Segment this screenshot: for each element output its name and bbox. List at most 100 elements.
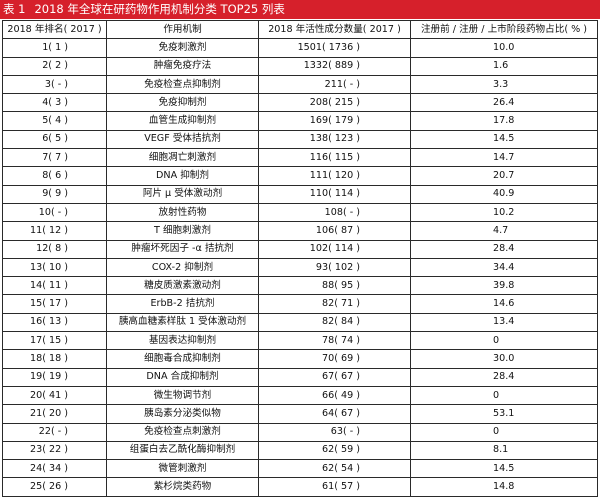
cell-count: 61( 57 ) xyxy=(258,477,411,497)
cell-mechanism: 糖皮质激素激动剂 xyxy=(106,276,259,296)
cell-count: 169( 179 ) xyxy=(258,111,411,131)
cell-mechanism: 肿瘤坏死因子 -α 拮抗剂 xyxy=(106,239,259,259)
cell-count: 111( 120 ) xyxy=(258,166,411,186)
cell-ratio: 3.3 xyxy=(410,74,598,95)
cell-rank: 2( 2 ) xyxy=(2,56,107,76)
cell-count: 62( 54 ) xyxy=(258,459,411,479)
cell-ratio: 0 xyxy=(410,385,598,406)
table-row: 22( - ) 免疫检查点刺激剂 63( - ) 0 xyxy=(2,422,598,442)
cell-mechanism: 血管生成抑制剂 xyxy=(106,111,259,131)
cell-ratio: 17.8 xyxy=(410,111,598,131)
table-row: 12( 8 ) 肿瘤坏死因子 -α 拮抗剂 102( 114 ) 28.4 xyxy=(2,239,598,259)
cell-ratio: 0 xyxy=(410,331,598,351)
cell-rank: 23( 22 ) xyxy=(2,440,107,461)
cell-rank: 3( - ) xyxy=(2,74,107,95)
cell-count: 93( 102 ) xyxy=(258,257,411,278)
cell-count: 116( 115 ) xyxy=(258,148,411,168)
cell-rank: 10( - ) xyxy=(2,202,107,223)
table-row: 19( 19 ) DNA 合成抑制剂 67( 67 ) 28.4 xyxy=(2,367,598,387)
cell-ratio: 10.2 xyxy=(410,202,598,223)
table-row: 15( 17 ) ErbB-2 拮抗剂 82( 71 ) 14.6 xyxy=(2,294,598,314)
cell-rank: 16( 13 ) xyxy=(2,312,107,333)
table-body: 1( 1 ) 免疫刺激剂 1501( 1736 ) 10.0 2( 2 ) 肿瘤免疫疗法 1… xyxy=(2,38,598,497)
cell-rank: 21( 20 ) xyxy=(2,404,107,424)
cell-count: 88( 95 ) xyxy=(258,276,411,296)
cell-rank: 7( 7 ) xyxy=(2,148,107,168)
cell-count: 1501( 1736 ) xyxy=(258,38,411,58)
cell-mechanism: DNA 抑制剂 xyxy=(106,166,259,186)
cell-mechanism: 组蛋白去乙酰化酶抑制剂 xyxy=(106,440,259,461)
cell-count: 67( 67 ) xyxy=(258,367,411,387)
cell-ratio: 40.9 xyxy=(410,184,598,204)
table-row: 17( 15 ) 基因表达抑制剂 78( 74 ) 0 xyxy=(2,331,598,351)
cell-ratio: 0 xyxy=(410,422,598,442)
cell-ratio: 53.1 xyxy=(410,404,598,424)
cell-count: 70( 69 ) xyxy=(258,349,411,369)
mechanism-table: 2018 年排名( 2017 ) 作用机制 2018 年活性成分数量( 2017… xyxy=(2,19,598,497)
header-mechanism: 作用机制 xyxy=(106,19,259,40)
cell-count: 64( 67 ) xyxy=(258,404,411,424)
cell-count: 66( 49 ) xyxy=(258,385,411,406)
cell-mechanism: 免疫检查点刺激剂 xyxy=(106,422,259,442)
cell-count: 78( 74 ) xyxy=(258,331,411,351)
cell-ratio: 34.4 xyxy=(410,257,598,278)
cell-mechanism: ErbB-2 拮抗剂 xyxy=(106,294,259,314)
cell-ratio: 1.6 xyxy=(410,56,598,76)
cell-count: 208( 215 ) xyxy=(258,93,411,113)
header-row: 2018 年排名( 2017 ) 作用机制 2018 年活性成分数量( 2017… xyxy=(2,19,598,40)
cell-count: 1332( 889 ) xyxy=(258,56,411,76)
cell-mechanism: 免疫检查点抑制剂 xyxy=(106,74,259,95)
cell-rank: 8( 6 ) xyxy=(2,166,107,186)
table-caption: 表 1 2018 年全球在研药物作用机制分类 TOP25 列表 xyxy=(0,0,600,19)
cell-ratio: 26.4 xyxy=(410,93,598,113)
cell-ratio: 14.8 xyxy=(410,477,598,497)
cell-count: 110( 114 ) xyxy=(258,184,411,204)
header-count: 2018 年活性成分数量( 2017 ) xyxy=(258,19,411,40)
cell-count: 62( 59 ) xyxy=(258,440,411,461)
table-row: 5( 4 ) 血管生成抑制剂 169( 179 ) 17.8 xyxy=(2,111,598,131)
cell-mechanism: 微生物调节剂 xyxy=(106,385,259,406)
cell-mechanism: T 细胞刺激剂 xyxy=(106,221,259,241)
cell-mechanism: COX-2 抑制剂 xyxy=(106,257,259,278)
cell-rank: 17( 15 ) xyxy=(2,331,107,351)
table-row: 23( 22 ) 组蛋白去乙酰化酶抑制剂 62( 59 ) 8.1 xyxy=(2,440,598,461)
cell-mechanism: 基因表达抑制剂 xyxy=(106,331,259,351)
cell-rank: 19( 19 ) xyxy=(2,367,107,387)
cell-rank: 24( 34 ) xyxy=(2,459,107,479)
cell-ratio: 14.6 xyxy=(410,294,598,314)
cell-mechanism: 肿瘤免疫疗法 xyxy=(106,56,259,76)
cell-mechanism: 放射性药物 xyxy=(106,202,259,223)
table-row: 11( 12 ) T 细胞刺激剂 106( 87 ) 4.7 xyxy=(2,221,598,241)
table-row: 21( 20 ) 胰岛素分泌类似物 64( 67 ) 53.1 xyxy=(2,404,598,424)
cell-rank: 20( 41 ) xyxy=(2,385,107,406)
cell-ratio: 39.8 xyxy=(410,276,598,296)
cell-rank: 12( 8 ) xyxy=(2,239,107,259)
cell-rank: 1( 1 ) xyxy=(2,38,107,58)
table-row: 16( 13 ) 胰高血糖素样肽 1 受体激动剂 82( 84 ) 13.4 xyxy=(2,312,598,333)
table-caption-text: 2018 年全球在研药物作用机制分类 TOP25 列表 xyxy=(34,2,285,16)
cell-count: 138( 123 ) xyxy=(258,129,411,150)
cell-rank: 9( 9 ) xyxy=(2,184,107,204)
cell-mechanism: 免疫刺激剂 xyxy=(106,38,259,58)
cell-count: 108( - ) xyxy=(258,202,411,223)
table-row: 3( - ) 免疫检查点抑制剂 211( - ) 3.3 xyxy=(2,74,598,95)
cell-rank: 5( 4 ) xyxy=(2,111,107,131)
cell-mechanism: 胰岛素分泌类似物 xyxy=(106,404,259,424)
header-ratio: 注册前 / 注册 / 上市阶段药物占比( % ) xyxy=(410,19,598,40)
cell-mechanism: VEGF 受体拮抗剂 xyxy=(106,129,259,150)
cell-rank: 18( 18 ) xyxy=(2,349,107,369)
cell-rank: 25( 26 ) xyxy=(2,477,107,497)
cell-rank: 11( 12 ) xyxy=(2,221,107,241)
cell-mechanism: 细胞毒合成抑制剂 xyxy=(106,349,259,369)
cell-count: 82( 84 ) xyxy=(258,312,411,333)
cell-ratio: 13.4 xyxy=(410,312,598,333)
table-row: 6( 5 ) VEGF 受体拮抗剂 138( 123 ) 14.5 xyxy=(2,129,598,150)
cell-mechanism: 胰高血糖素样肽 1 受体激动剂 xyxy=(106,312,259,333)
cell-ratio: 20.7 xyxy=(410,166,598,186)
cell-count: 82( 71 ) xyxy=(258,294,411,314)
table-row: 25( 26 ) 紫杉烷类药物 61( 57 ) 14.8 xyxy=(2,477,598,497)
table-row: 9( 9 ) 阿片 μ 受体激动剂 110( 114 ) 40.9 xyxy=(2,184,598,204)
cell-mechanism: 阿片 μ 受体激动剂 xyxy=(106,184,259,204)
table-row: 2( 2 ) 肿瘤免疫疗法 1332( 889 ) 1.6 xyxy=(2,56,598,76)
cell-mechanism: 紫杉烷类药物 xyxy=(106,477,259,497)
